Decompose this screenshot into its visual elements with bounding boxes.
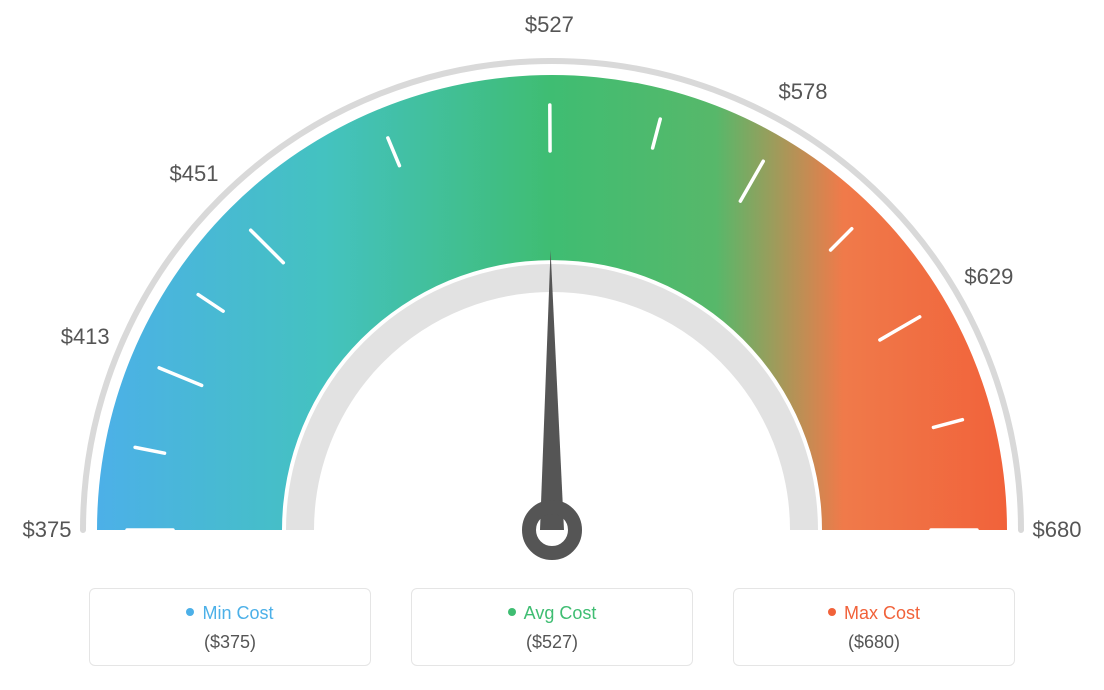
gauge-tick-label: $413 (61, 324, 110, 350)
legend-card-min: Min Cost ($375) (89, 588, 371, 666)
gauge-svg (0, 0, 1104, 580)
legend-row: Min Cost ($375) Avg Cost ($527) Max Cost ($68… (0, 588, 1104, 666)
gauge-tick-label: $629 (964, 264, 1013, 290)
legend-title-text: Avg Cost (524, 603, 597, 623)
gauge-tick-label: $375 (23, 517, 72, 543)
legend-dot-icon (828, 608, 836, 616)
legend-title: Avg Cost (412, 603, 692, 624)
legend-title-text: Max Cost (844, 603, 920, 623)
legend-title: Max Cost (734, 603, 1014, 624)
cost-gauge-chart: $375 $413 $451 $527 $578 $629 $680 Min Cost ($3… (0, 0, 1104, 690)
legend-dot-icon (508, 608, 516, 616)
legend-card-max: Max Cost ($680) (733, 588, 1015, 666)
legend-card-avg: Avg Cost ($527) (411, 588, 693, 666)
legend-title: Min Cost (90, 603, 370, 624)
gauge-tick-label: $680 (1033, 517, 1082, 543)
legend-dot-icon (186, 608, 194, 616)
gauge-tick-label: $527 (525, 12, 574, 38)
gauge-tick-label: $451 (170, 161, 219, 187)
legend-value: ($527) (412, 632, 692, 653)
gauge-tick-label: $578 (779, 79, 828, 105)
legend-value: ($680) (734, 632, 1014, 653)
legend-value: ($375) (90, 632, 370, 653)
legend-title-text: Min Cost (202, 603, 273, 623)
